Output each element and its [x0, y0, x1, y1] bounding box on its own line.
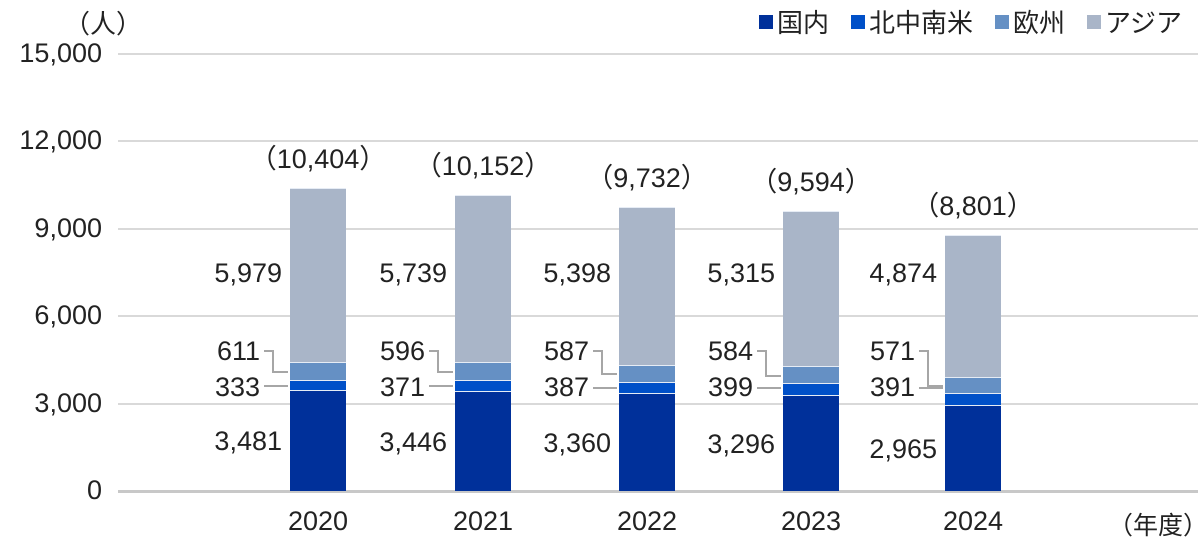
leader-line: [264, 384, 288, 387]
bar-segment-3: [290, 187, 346, 363]
y-tick-label: 9,000: [34, 212, 102, 243]
legend-swatch-icon: [851, 14, 865, 29]
data-label: 5,315: [707, 258, 775, 288]
leader-line: [757, 387, 781, 389]
legend-swatch-icon: [758, 14, 773, 29]
legend: 国内 北中南米 欧州 アジア: [758, 3, 1182, 40]
x-tick-label: 2021: [452, 506, 514, 536]
x-tick-label: 2020: [287, 506, 349, 536]
bar-segment-1: [945, 393, 1001, 405]
bar-segment-2: [945, 376, 1001, 394]
gridline: [118, 53, 1198, 55]
data-label: 5,739: [379, 258, 447, 288]
legend-label: 欧州: [1013, 9, 1066, 39]
legend-item: 北中南米: [851, 3, 973, 40]
x-axis-unit-label: （年度）: [1108, 511, 1200, 540]
bar-segment-3: [619, 207, 675, 365]
data-label: 2,965: [869, 433, 937, 464]
y-tick-label: 15,000: [19, 38, 102, 68]
total-label: （9,732）: [586, 163, 708, 194]
leader-line: [765, 374, 781, 377]
gridline: [118, 140, 1198, 143]
leader-line: [919, 387, 943, 389]
y-tick-label: 12,000: [19, 125, 102, 156]
bar-segment-2: [619, 364, 675, 382]
y-tick-label: 3,000: [34, 387, 102, 418]
y-tick-label: 6,000: [34, 300, 102, 331]
data-label: 3,296: [707, 428, 775, 459]
legend-label: アジア: [1105, 9, 1182, 39]
x-tick-label: 2023: [780, 506, 842, 536]
bar-segment-0: [290, 389, 346, 491]
leader-line: [272, 370, 288, 373]
leader-line: [757, 350, 767, 377]
data-label: 3,481: [214, 426, 282, 457]
data-label: 5,979: [214, 258, 282, 288]
total-label: （10,152）: [414, 151, 552, 182]
legend-item: アジア: [1087, 3, 1182, 40]
data-label: 571: [869, 336, 915, 366]
y-tick-label: 0: [86, 475, 102, 505]
data-label: 3,446: [379, 426, 447, 457]
data-label: 587: [543, 336, 589, 366]
total-label: （10,404）: [249, 143, 387, 174]
legend-item: 国内: [758, 3, 829, 40]
data-label: 4,874: [869, 258, 937, 288]
legend-item: 欧州: [995, 3, 1065, 40]
leader-line: [429, 350, 439, 374]
bar-segment-3: [783, 211, 839, 367]
bar-segment-0: [455, 390, 511, 491]
leader-line: [437, 371, 453, 374]
data-label: 5,398: [543, 258, 611, 288]
x-axis-line: [118, 490, 1198, 493]
data-label: 371: [379, 372, 425, 402]
bar-segment-1: [455, 379, 511, 391]
data-label: 584: [707, 336, 753, 366]
bar-segment-3: [455, 195, 511, 363]
leader-line: [927, 384, 943, 387]
data-label: 611: [216, 336, 260, 366]
bar-segment-0: [783, 394, 839, 491]
leader-line: [919, 350, 929, 387]
leader-line: [593, 387, 617, 389]
legend-label: 国内: [776, 9, 829, 39]
bar-segment-2: [290, 362, 346, 380]
legend-swatch-icon: [1087, 14, 1102, 29]
bar-segment-3: [945, 234, 1001, 377]
bar-segment-1: [619, 381, 675, 394]
leader-line: [601, 373, 617, 376]
bar-segment-1: [290, 379, 346, 390]
data-label: 333: [214, 372, 260, 402]
legend-swatch-icon: [995, 14, 1010, 29]
data-label: 399: [707, 372, 753, 402]
data-label: 391: [869, 372, 915, 402]
data-label: 3,360: [543, 428, 611, 459]
bar-segment-0: [945, 404, 1001, 491]
leader-line: [593, 350, 603, 376]
bar-segment-1: [783, 383, 839, 395]
bar-segment-2: [783, 366, 839, 384]
bar-segment-0: [619, 393, 675, 491]
leader-line: [429, 385, 453, 388]
legend-label: 北中南米: [869, 9, 974, 39]
data-label: 596: [379, 336, 425, 366]
y-axis-unit-label: （人）: [64, 10, 143, 40]
total-label: （8,801）: [912, 190, 1034, 221]
total-label: （9,594）: [750, 167, 872, 198]
bar-segment-2: [455, 362, 511, 380]
data-label: 387: [543, 372, 589, 402]
x-tick-label: 2022: [616, 506, 678, 536]
leader-line: [264, 350, 274, 373]
x-tick-label: 2024: [942, 506, 1004, 536]
